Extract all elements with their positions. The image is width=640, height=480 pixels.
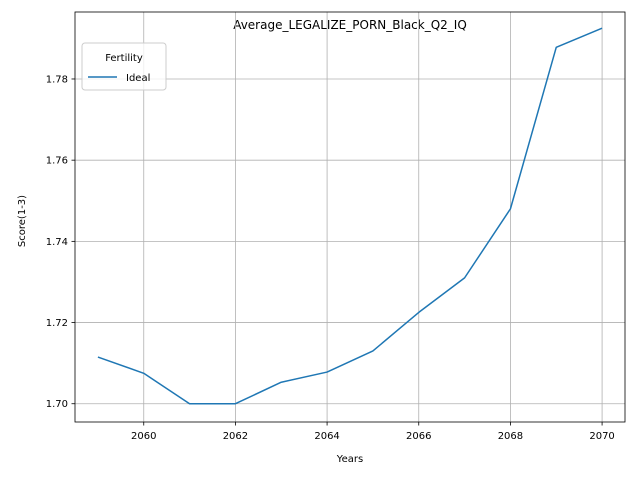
x-axis-label: Years [336,454,363,465]
y-tick-label: 1.78 [46,74,68,85]
y-tick-label: 1.74 [46,237,68,248]
y-tick-label: 1.76 [46,156,68,167]
x-tick-label: 2070 [589,431,614,442]
x-tick-label: 2066 [406,431,431,442]
legend: Fertility Ideal [82,43,166,90]
legend-label-ideal: Ideal [126,73,150,84]
x-tick-label: 2060 [131,431,156,442]
y-tick-label: 1.70 [46,399,68,410]
y-axis-label: Score(1-3) [17,195,28,247]
legend-box [82,43,166,90]
y-tick-label: 1.72 [46,318,68,329]
x-tick-label: 2064 [314,431,339,442]
legend-title: Fertility [105,53,143,64]
x-tick-label: 2068 [498,431,523,442]
chart-title: Average_LEGALIZE_PORN_Black_Q2_IQ [233,18,467,32]
x-tick-label: 2062 [223,431,248,442]
